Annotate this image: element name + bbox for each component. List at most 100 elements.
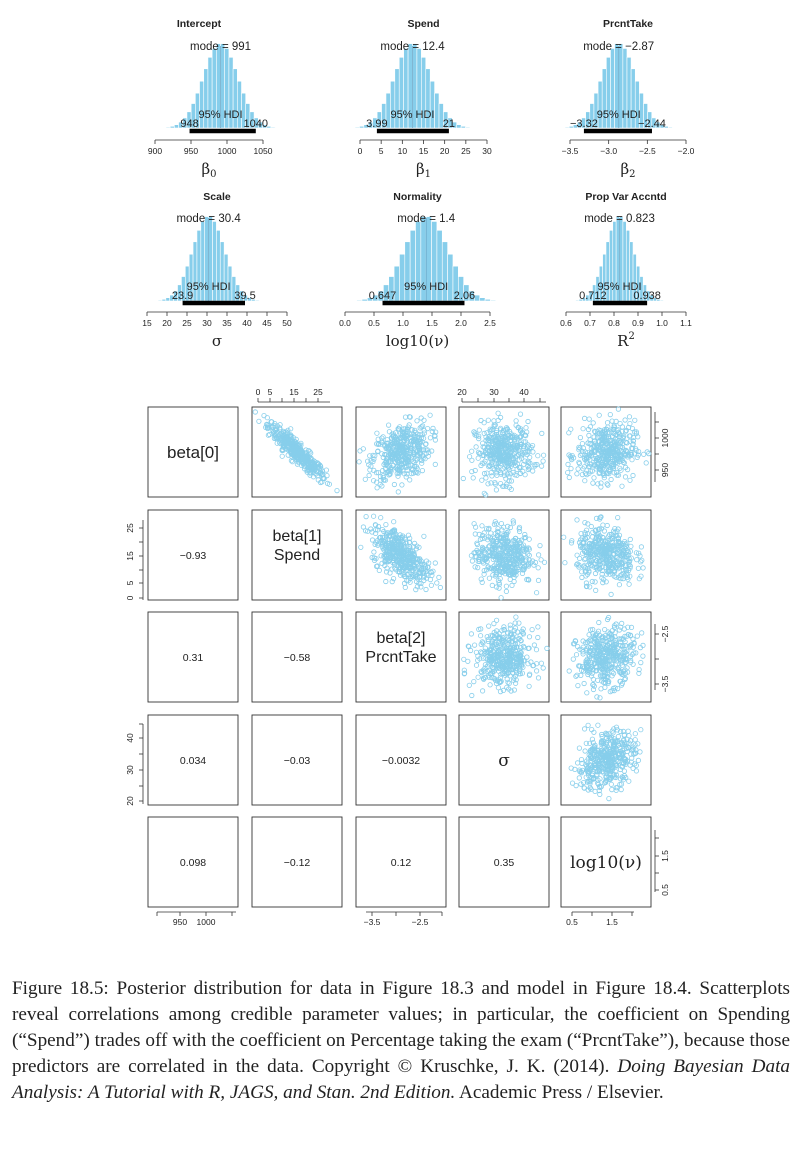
scatter-point (561, 534, 567, 540)
scatter-point (575, 682, 581, 689)
scatter-point (394, 563, 400, 569)
scatter-point (497, 688, 504, 695)
x-tick-label: 900 (148, 146, 162, 156)
scatter-point (378, 515, 384, 521)
scatter-point (391, 546, 397, 553)
scatter-point (505, 465, 512, 471)
scatter-point (479, 579, 485, 586)
scatter-point (600, 552, 607, 558)
scatter-point (489, 643, 495, 649)
scatter-point (496, 572, 502, 578)
scatter-point (592, 438, 598, 444)
scatter-point (611, 426, 617, 432)
scatter-point (500, 687, 506, 694)
pair-cell-4-0: 0.098 (147, 816, 239, 908)
scatter-point (395, 489, 401, 495)
scatter-point (401, 461, 407, 467)
scatter-point (401, 426, 407, 432)
scatter-point (576, 775, 582, 781)
scatter-point (585, 450, 591, 456)
scatter-point (568, 455, 574, 461)
scatter-point (375, 436, 381, 442)
scatter-point (321, 475, 327, 482)
histogram-bar (165, 297, 171, 302)
scatter-point (487, 451, 494, 458)
scatter-point (600, 665, 606, 672)
scatter-point (508, 453, 515, 459)
scatter-point (388, 435, 394, 441)
pair-cell-frame (560, 816, 652, 908)
axis-tick-label: 0.5 (566, 917, 578, 927)
x-tick-label: 15 (419, 146, 429, 156)
pair-cell-frame (355, 509, 447, 601)
scatter-point (516, 564, 522, 570)
scatter-point (600, 637, 606, 644)
histogram-title: Prop Var Accntd (585, 191, 666, 203)
scatter-point (636, 550, 642, 556)
scatter-point (499, 555, 505, 562)
scatter-point (637, 553, 643, 559)
scatter-point (608, 476, 614, 483)
x-axis-label: β2 (620, 160, 635, 180)
scatter-point (625, 728, 631, 734)
scatter-point (625, 624, 631, 630)
scatter-point (475, 455, 481, 461)
scatter-point (494, 532, 500, 539)
scatter-point (399, 482, 405, 488)
scatter-point (478, 668, 484, 675)
scatter-point (404, 552, 410, 558)
scatter-point (297, 446, 303, 452)
scatter-point (585, 722, 591, 728)
scatter-point (503, 455, 510, 461)
scatter-point (510, 443, 516, 449)
scatter-point (504, 655, 510, 662)
scatter-point (281, 432, 287, 438)
scatter-point (504, 429, 510, 435)
scatter-point (614, 460, 621, 466)
scatter-point (383, 542, 389, 549)
scatter-point (638, 559, 644, 565)
scatter-point (430, 425, 436, 431)
scatter-point (625, 576, 631, 582)
scatter-point (414, 418, 420, 424)
scatter-point (565, 469, 571, 476)
scatter-point (516, 559, 523, 566)
scatter-point (401, 580, 408, 587)
scatter-point (613, 787, 619, 793)
scatter-point (583, 639, 589, 646)
scatter-point (575, 466, 581, 472)
axis-tick-label: 1000 (197, 917, 216, 927)
histogram-bar (447, 253, 454, 302)
scatter-point (303, 447, 309, 453)
pair-cell-4-1: −0.12 (251, 816, 343, 908)
scatter-point (592, 429, 598, 435)
scatter-point (582, 478, 588, 484)
scatter-point (396, 467, 403, 473)
scatter-point (616, 582, 623, 588)
scatter-point (416, 580, 422, 586)
scatter-point (636, 670, 642, 676)
scatter-point (582, 470, 589, 476)
axis-tick-label: 20 (125, 796, 135, 806)
x-tick-label: 30 (482, 146, 492, 156)
scatter-point (419, 457, 425, 464)
scatter-point (628, 657, 634, 664)
scatter-point (473, 662, 480, 668)
scatter-point (390, 575, 397, 582)
scatter-point (501, 470, 507, 476)
scatter-point (613, 658, 620, 664)
scatter-point (503, 483, 509, 489)
scatter-point (637, 749, 643, 755)
histogram-bar (359, 125, 365, 129)
scatter-point (410, 467, 416, 473)
scatter-point (627, 548, 634, 554)
scatter-point (395, 539, 401, 545)
scatter-point (581, 456, 588, 462)
scatter-point (518, 453, 525, 459)
scatter-point (397, 443, 403, 449)
scatter-point (380, 474, 387, 480)
scatter-point (494, 428, 500, 434)
scatter-point (491, 434, 497, 440)
scatter-point (525, 576, 531, 583)
